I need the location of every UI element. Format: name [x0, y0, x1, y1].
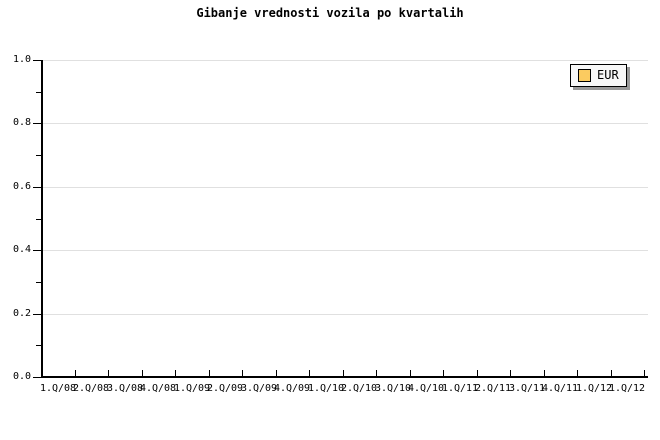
gridline — [41, 314, 648, 315]
x-axis-label: 3.Q/10 — [374, 383, 412, 394]
x-axis-label: 3.Q/09 — [240, 383, 278, 394]
x-axis-tick — [644, 370, 645, 376]
gridline — [41, 187, 648, 188]
x-axis-label: 2.Q/10 — [340, 383, 378, 394]
x-axis-label: 3.Q/11 — [508, 383, 546, 394]
legend-label-eur: EUR — [597, 68, 619, 82]
y-axis-tick — [36, 282, 41, 283]
x-axis-tick — [477, 370, 478, 376]
y-axis-label: 0.0 — [12, 371, 31, 382]
gridline — [41, 250, 648, 251]
x-axis-label: 4.Q/10 — [407, 383, 445, 394]
x-axis-label: 2.Q/11 — [474, 383, 512, 394]
y-axis-label: 0.8 — [12, 117, 31, 128]
x-axis-tick — [376, 370, 377, 376]
x-axis-tick — [108, 370, 109, 376]
x-axis-line — [41, 376, 648, 378]
x-axis-label: 4.Q/08 — [139, 383, 177, 394]
x-axis-label: 2.Q/08 — [72, 383, 110, 394]
x-axis-label: 1.Q/12 — [608, 383, 646, 394]
x-axis-label: 4.Q/09 — [273, 383, 311, 394]
x-axis-label: 1.Q/12 — [575, 383, 613, 394]
y-axis-tick — [33, 314, 41, 315]
y-axis-tick — [33, 377, 41, 378]
y-axis-tick — [33, 123, 41, 124]
gridline — [41, 60, 648, 61]
x-axis-tick — [142, 370, 143, 376]
x-axis-tick — [209, 370, 210, 376]
y-axis-line — [41, 60, 43, 377]
x-axis-tick — [577, 370, 578, 376]
x-axis-tick — [175, 370, 176, 376]
legend-box: EUR — [570, 64, 627, 87]
x-axis-label: 1.Q/11 — [441, 383, 479, 394]
y-axis-tick — [36, 219, 41, 220]
x-axis-label: 2.Q/09 — [206, 383, 244, 394]
chart-title: Gibanje vrednosti vozila po kvartalih — [196, 6, 464, 20]
y-axis-tick — [36, 155, 41, 156]
x-axis-tick — [242, 370, 243, 376]
x-axis-tick — [544, 370, 545, 376]
x-axis-tick — [75, 370, 76, 376]
x-axis-tick — [343, 370, 344, 376]
x-axis-label: 1.Q/09 — [173, 383, 211, 394]
y-axis-tick — [33, 60, 41, 61]
y-axis-label: 0.4 — [12, 244, 31, 255]
x-axis-tick — [276, 370, 277, 376]
x-axis-label: 4.Q/11 — [541, 383, 579, 394]
x-axis-tick — [309, 370, 310, 376]
y-axis-tick — [33, 187, 41, 188]
legend-swatch-eur-icon — [578, 69, 591, 82]
x-axis-label: 1.Q/10 — [307, 383, 345, 394]
gridline — [41, 123, 648, 124]
y-axis-tick — [33, 250, 41, 251]
x-axis-tick — [443, 370, 444, 376]
y-axis-tick — [36, 92, 41, 93]
x-axis-label: 1.Q/08 — [39, 383, 77, 394]
x-axis-label: 3.Q/08 — [106, 383, 144, 394]
y-axis-label: 0.6 — [12, 181, 31, 192]
x-axis-tick — [410, 370, 411, 376]
y-axis-label: 0.2 — [12, 308, 31, 319]
x-axis-tick — [611, 370, 612, 376]
y-axis-label: 1.0 — [12, 54, 31, 65]
x-axis-tick — [510, 370, 511, 376]
y-axis-tick — [36, 345, 41, 346]
